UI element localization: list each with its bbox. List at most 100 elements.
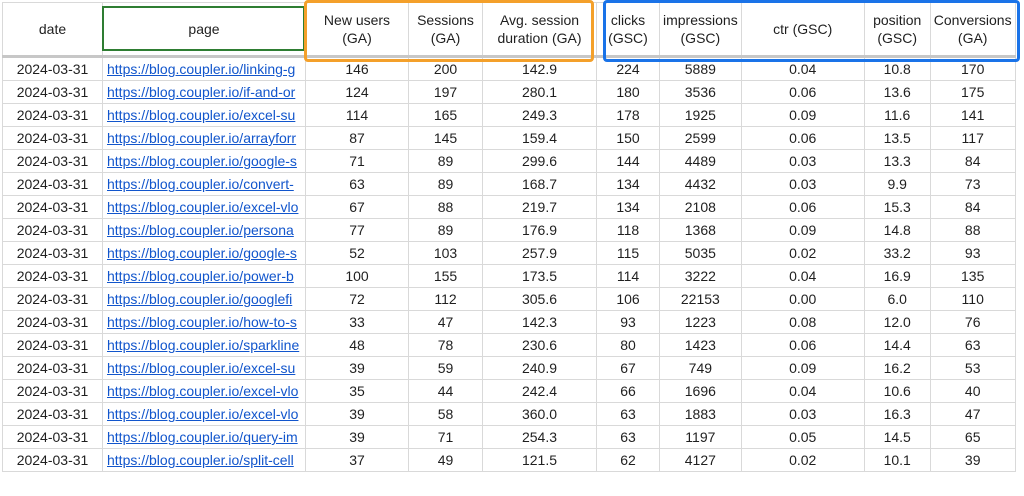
cell-page[interactable]: https://blog.coupler.io/excel-vlo bbox=[102, 195, 306, 219]
cell-new-users[interactable]: 35 bbox=[305, 379, 409, 403]
cell-impressions[interactable]: 749 bbox=[659, 356, 742, 380]
cell-avg-session-duration[interactable]: 142.9 bbox=[482, 56, 597, 81]
cell-ctr[interactable]: 0.06 bbox=[740, 333, 865, 357]
header-conversions[interactable]: Conversions (GA) bbox=[929, 2, 1016, 58]
cell-page[interactable]: https://blog.coupler.io/google-s bbox=[102, 149, 306, 173]
cell-ctr[interactable]: 0.03 bbox=[740, 172, 865, 196]
cell-position[interactable]: 12.0 bbox=[863, 310, 931, 334]
cell-page[interactable]: https://blog.coupler.io/query-im bbox=[102, 425, 306, 449]
cell-ctr[interactable]: 0.02 bbox=[740, 241, 865, 265]
cell-ctr[interactable]: 0.00 bbox=[740, 287, 865, 311]
cell-ctr[interactable]: 0.06 bbox=[740, 80, 865, 104]
cell-page[interactable]: https://blog.coupler.io/arrayforr bbox=[102, 126, 306, 150]
cell-page[interactable]: https://blog.coupler.io/power-b bbox=[102, 264, 306, 288]
cell-sessions[interactable]: 88 bbox=[408, 195, 483, 219]
cell-page[interactable]: https://blog.coupler.io/google-s bbox=[102, 241, 306, 265]
cell-clicks[interactable]: 150 bbox=[596, 126, 660, 150]
cell-impressions[interactable]: 22153 bbox=[659, 287, 742, 311]
cell-clicks[interactable]: 134 bbox=[596, 172, 660, 196]
cell-date[interactable]: 2024-03-31 bbox=[2, 126, 103, 150]
cell-page[interactable]: https://blog.coupler.io/convert- bbox=[102, 172, 306, 196]
cell-clicks[interactable]: 93 bbox=[596, 310, 660, 334]
cell-clicks[interactable]: 80 bbox=[596, 333, 660, 357]
cell-clicks[interactable]: 115 bbox=[596, 241, 660, 265]
cell-position[interactable]: 16.2 bbox=[863, 356, 931, 380]
header-page[interactable]: page bbox=[102, 2, 306, 58]
cell-avg-session-duration[interactable]: 121.5 bbox=[482, 448, 597, 472]
cell-position[interactable]: 10.1 bbox=[863, 448, 931, 472]
cell-new-users[interactable]: 39 bbox=[305, 356, 409, 380]
cell-date[interactable]: 2024-03-31 bbox=[2, 402, 103, 426]
cell-position[interactable]: 14.5 bbox=[863, 425, 931, 449]
cell-position[interactable]: 16.9 bbox=[863, 264, 931, 288]
cell-avg-session-duration[interactable]: 230.6 bbox=[482, 333, 597, 357]
cell-page[interactable]: https://blog.coupler.io/split-cell bbox=[102, 448, 306, 472]
cell-sessions[interactable]: 145 bbox=[408, 126, 483, 150]
cell-new-users[interactable]: 48 bbox=[305, 333, 409, 357]
cell-page[interactable]: https://blog.coupler.io/how-to-s bbox=[102, 310, 306, 334]
page-link[interactable]: https://blog.coupler.io/split-cell bbox=[107, 452, 294, 468]
cell-date[interactable]: 2024-03-31 bbox=[2, 218, 103, 242]
cell-new-users[interactable]: 146 bbox=[305, 56, 409, 81]
cell-clicks[interactable]: 66 bbox=[596, 379, 660, 403]
cell-position[interactable]: 14.4 bbox=[863, 333, 931, 357]
cell-impressions[interactable]: 1883 bbox=[659, 402, 742, 426]
cell-page[interactable]: https://blog.coupler.io/excel-vlo bbox=[102, 379, 306, 403]
cell-sessions[interactable]: 89 bbox=[408, 149, 483, 173]
cell-conversions[interactable]: 40 bbox=[929, 379, 1016, 403]
cell-conversions[interactable]: 84 bbox=[929, 149, 1016, 173]
cell-ctr[interactable]: 0.06 bbox=[740, 126, 865, 150]
cell-conversions[interactable]: 170 bbox=[929, 56, 1016, 81]
cell-sessions[interactable]: 103 bbox=[408, 241, 483, 265]
cell-page[interactable]: https://blog.coupler.io/if-and-or bbox=[102, 80, 306, 104]
header-impressions[interactable]: impressions (GSC) bbox=[659, 2, 742, 58]
header-avg-session-duration[interactable]: Avg. session duration (GA) bbox=[482, 2, 597, 58]
cell-date[interactable]: 2024-03-31 bbox=[2, 80, 103, 104]
cell-avg-session-duration[interactable]: 176.9 bbox=[482, 218, 597, 242]
cell-conversions[interactable]: 93 bbox=[929, 241, 1016, 265]
cell-clicks[interactable]: 118 bbox=[596, 218, 660, 242]
cell-ctr[interactable]: 0.03 bbox=[740, 149, 865, 173]
cell-avg-session-duration[interactable]: 219.7 bbox=[482, 195, 597, 219]
cell-sessions[interactable]: 47 bbox=[408, 310, 483, 334]
cell-conversions[interactable]: 65 bbox=[929, 425, 1016, 449]
cell-impressions[interactable]: 1925 bbox=[659, 103, 742, 127]
cell-position[interactable]: 13.6 bbox=[863, 80, 931, 104]
cell-sessions[interactable]: 58 bbox=[408, 402, 483, 426]
cell-sessions[interactable]: 197 bbox=[408, 80, 483, 104]
cell-avg-session-duration[interactable]: 142.3 bbox=[482, 310, 597, 334]
cell-conversions[interactable]: 88 bbox=[929, 218, 1016, 242]
cell-conversions[interactable]: 135 bbox=[929, 264, 1016, 288]
cell-new-users[interactable]: 100 bbox=[305, 264, 409, 288]
cell-avg-session-duration[interactable]: 280.1 bbox=[482, 80, 597, 104]
cell-page[interactable]: https://blog.coupler.io/sparkline bbox=[102, 333, 306, 357]
cell-new-users[interactable]: 52 bbox=[305, 241, 409, 265]
cell-ctr[interactable]: 0.04 bbox=[740, 264, 865, 288]
cell-page[interactable]: https://blog.coupler.io/linking-g bbox=[102, 56, 306, 81]
cell-sessions[interactable]: 89 bbox=[408, 218, 483, 242]
cell-avg-session-duration[interactable]: 173.5 bbox=[482, 264, 597, 288]
cell-avg-session-duration[interactable]: 242.4 bbox=[482, 379, 597, 403]
cell-page[interactable]: https://blog.coupler.io/excel-vlo bbox=[102, 402, 306, 426]
cell-impressions[interactable]: 4489 bbox=[659, 149, 742, 173]
cell-impressions[interactable]: 1696 bbox=[659, 379, 742, 403]
cell-clicks[interactable]: 134 bbox=[596, 195, 660, 219]
cell-date[interactable]: 2024-03-31 bbox=[2, 56, 103, 81]
cell-conversions[interactable]: 53 bbox=[929, 356, 1016, 380]
header-clicks[interactable]: clicks (GSC) bbox=[596, 2, 660, 58]
cell-page[interactable]: https://blog.coupler.io/googlefi bbox=[102, 287, 306, 311]
page-link[interactable]: https://blog.coupler.io/excel-vlo bbox=[107, 383, 299, 399]
cell-position[interactable]: 13.3 bbox=[863, 149, 931, 173]
page-link[interactable]: https://blog.coupler.io/google-s bbox=[107, 245, 297, 261]
page-link[interactable]: https://blog.coupler.io/sparkline bbox=[107, 337, 300, 353]
cell-new-users[interactable]: 124 bbox=[305, 80, 409, 104]
cell-new-users[interactable]: 87 bbox=[305, 126, 409, 150]
cell-date[interactable]: 2024-03-31 bbox=[2, 149, 103, 173]
cell-clicks[interactable]: 67 bbox=[596, 356, 660, 380]
cell-date[interactable]: 2024-03-31 bbox=[2, 241, 103, 265]
cell-position[interactable]: 6.0 bbox=[863, 287, 931, 311]
cell-ctr[interactable]: 0.03 bbox=[740, 402, 865, 426]
cell-new-users[interactable]: 114 bbox=[305, 103, 409, 127]
cell-clicks[interactable]: 63 bbox=[596, 425, 660, 449]
cell-impressions[interactable]: 2108 bbox=[659, 195, 742, 219]
